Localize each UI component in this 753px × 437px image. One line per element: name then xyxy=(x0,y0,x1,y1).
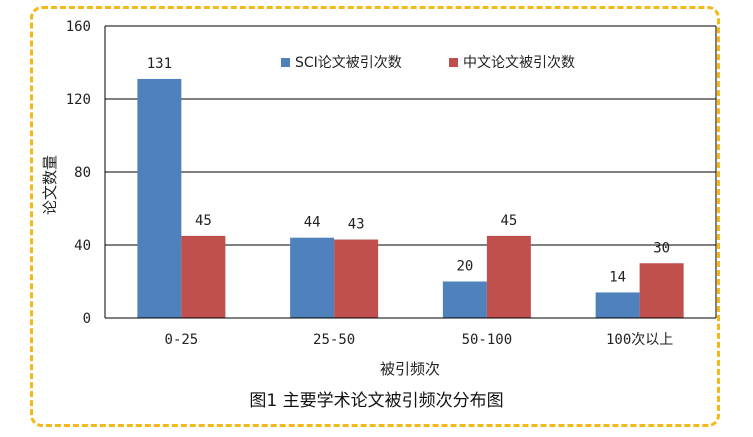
data-label: 14 xyxy=(609,269,626,285)
x-tick-label: 0-25 xyxy=(165,332,199,348)
data-labels: 131 45 44 43 20 45 14 30 xyxy=(147,56,670,286)
data-label: 44 xyxy=(304,215,321,231)
axes: 0 40 80 120 160 0-25 25-50 50-100 100次以上 xyxy=(66,19,717,348)
bar-chart: 131 45 44 43 20 45 14 30 0 40 80 120 160 0-25 25-50 50… xyxy=(41,19,717,378)
data-label: 45 xyxy=(500,213,517,229)
bar xyxy=(639,263,684,318)
bar xyxy=(595,292,640,318)
legend-label: 中文论文被引次数 xyxy=(463,55,575,71)
y-tick-label: 120 xyxy=(66,92,91,108)
x-tick-label: 25-50 xyxy=(313,332,355,348)
bars xyxy=(137,78,684,318)
y-tick-label: 160 xyxy=(66,19,91,35)
data-label: 20 xyxy=(456,259,473,275)
y-tick-label: 40 xyxy=(74,238,91,254)
dashed-frame xyxy=(30,6,720,427)
y-tick-label: 0 xyxy=(83,311,91,327)
bar xyxy=(442,281,487,318)
legend: SCI论文被引次数 中文论文被引次数 xyxy=(281,55,575,71)
data-label: 131 xyxy=(147,56,172,72)
bar xyxy=(290,237,335,318)
y-tick-label: 80 xyxy=(74,165,91,181)
legend-swatch xyxy=(449,58,458,67)
x-tick-label: 50-100 xyxy=(462,332,513,348)
data-label: 30 xyxy=(653,240,670,256)
bar xyxy=(137,78,182,318)
bar xyxy=(334,239,379,318)
bar xyxy=(486,235,531,318)
legend-swatch xyxy=(281,58,290,67)
legend-label: SCI论文被引次数 xyxy=(295,55,402,71)
data-label: 45 xyxy=(195,213,212,229)
y-axis-label: 论文数量 xyxy=(41,155,59,215)
x-tick-label: 100次以上 xyxy=(606,332,673,348)
figure-caption: 图1 主要学术论文被引频次分布图 xyxy=(249,391,504,411)
bar xyxy=(181,235,226,318)
data-label: 43 xyxy=(348,217,365,233)
x-axis-label: 被引频次 xyxy=(380,360,440,378)
